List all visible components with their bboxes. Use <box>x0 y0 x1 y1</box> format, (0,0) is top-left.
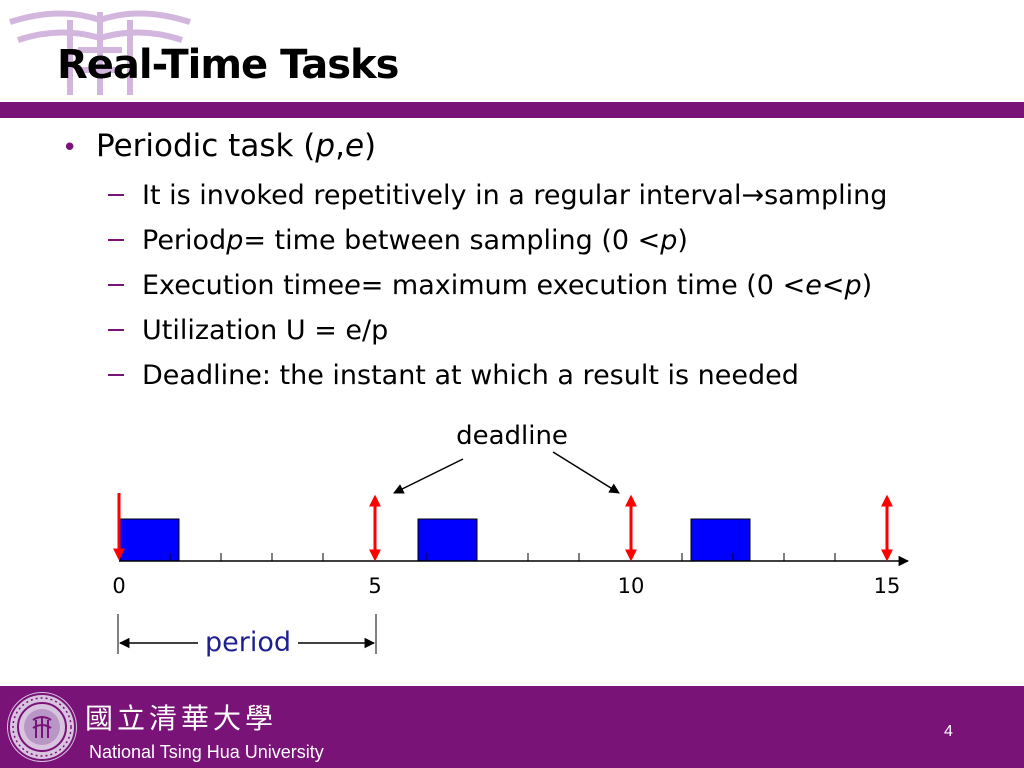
university-english-name: National Tsing Hua University <box>89 742 324 762</box>
page-number: 4 <box>944 723 953 740</box>
sub-text: < <box>821 270 845 301</box>
bullet-suffix: ) <box>364 128 377 164</box>
tick-label: 0 <box>112 574 125 598</box>
bullet-var-e: e <box>344 128 365 164</box>
deadline-pointer-left <box>393 458 464 494</box>
bullet-comma: , <box>335 128 345 164</box>
bullet-prefix: Periodic task ( <box>96 128 316 164</box>
sub-item-utilization: Utilization U = e/p <box>108 315 388 346</box>
axis-ticks <box>169 553 836 561</box>
bullet-periodic-task: • Periodic task (p,e) <box>62 128 376 164</box>
var-e: e <box>344 270 361 301</box>
var-p: p <box>844 270 862 301</box>
sub-text: = time between sampling (0 < <box>243 225 661 256</box>
sub-text: ) <box>677 225 688 256</box>
task-execution-block <box>690 518 751 562</box>
tick-label: 10 <box>618 574 645 598</box>
sub-text: sampling <box>764 180 888 211</box>
var-p: p <box>660 225 678 256</box>
dash-icon <box>108 374 124 376</box>
footer-bar <box>0 686 1024 768</box>
dash-icon <box>108 239 124 241</box>
dash-icon <box>108 284 124 286</box>
sub-text: Execution time <box>142 270 345 301</box>
bullet-var-p: p <box>315 128 336 164</box>
var-e: e <box>805 270 822 301</box>
task-execution-block <box>417 518 478 562</box>
dash-icon <box>108 329 124 331</box>
sub-item-period: Period p = time between sampling (0 < p) <box>108 225 688 256</box>
sub-text: = maximum execution time (0 < <box>360 270 806 301</box>
sub-text: ) <box>861 270 873 301</box>
deadline-label: deadline <box>456 421 568 451</box>
sub-text: Deadline: the instant at which a result … <box>142 360 799 391</box>
bullet-text: Periodic task (p,e) <box>96 128 376 164</box>
sub-item-execution-time: Execution time e = maximum execution tim… <box>108 270 872 301</box>
dash-icon <box>108 194 124 196</box>
right-arrow-icon: → <box>741 180 765 211</box>
var-p: p <box>226 225 244 256</box>
university-seal-icon <box>7 692 77 762</box>
tick-label: 5 <box>368 574 381 598</box>
sub-item-invoked: It is invoked repetitively in a regular … <box>108 180 887 211</box>
university-chinese-name: 國立清華大學 <box>85 702 278 735</box>
sub-text: Utilization U = e/p <box>142 315 389 346</box>
deadline-pointer-right <box>552 451 620 494</box>
sub-item-deadline: Deadline: the instant at which a result … <box>108 360 799 391</box>
sub-text: Period <box>142 225 227 256</box>
university-logo-watermark <box>9 10 191 95</box>
slide-title: Real-Time Tasks <box>57 42 399 88</box>
sub-text: It is invoked repetitively in a regular … <box>142 180 742 211</box>
bullet-dot-icon: • <box>62 133 78 163</box>
period-label: period <box>205 627 291 658</box>
tick-label: 15 <box>874 574 901 598</box>
title-divider-bar <box>0 102 1024 118</box>
periodic-task-timeline-diagram: deadline 0 5 10 15 period <box>112 421 910 658</box>
